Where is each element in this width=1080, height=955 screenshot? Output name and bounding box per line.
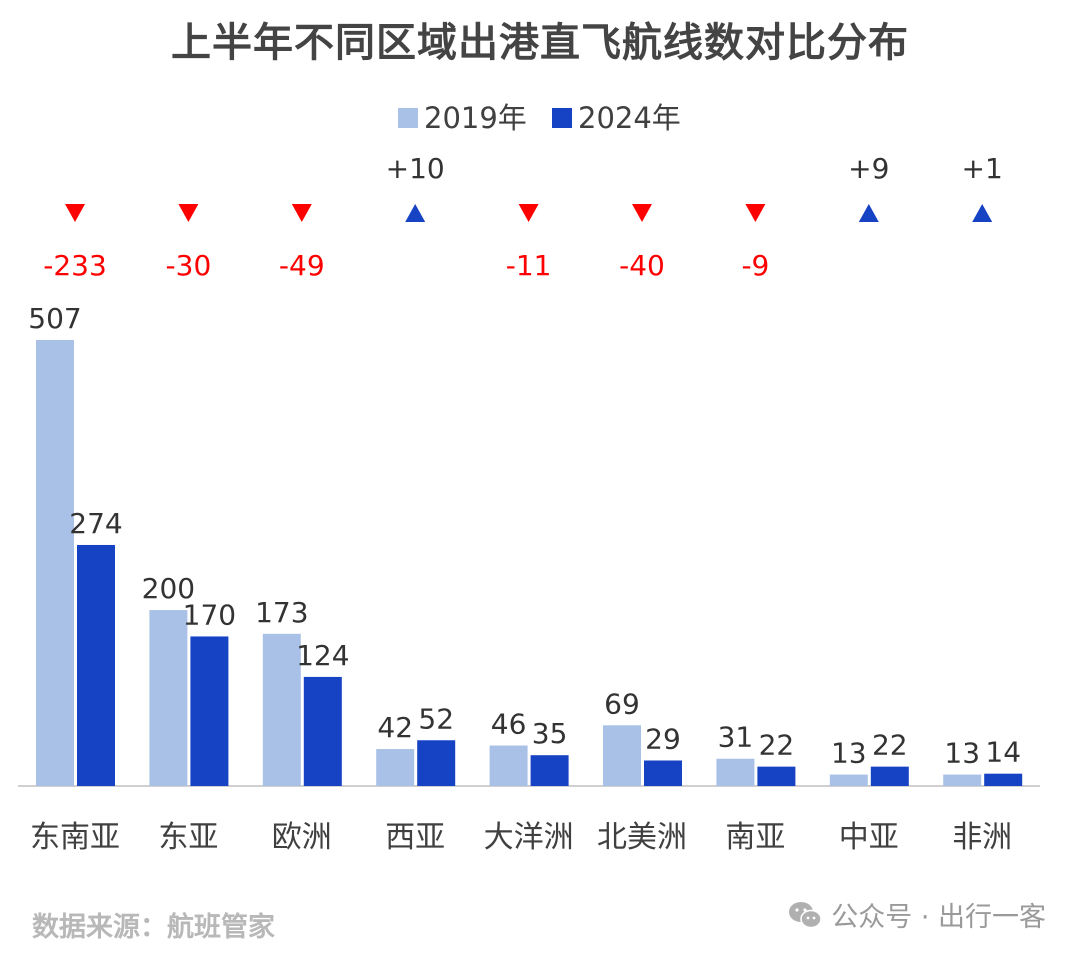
change-label-1: -30 [166,249,212,282]
chart-title: 上半年不同区域出港直飞航线数对比分布 [171,20,909,66]
value-label-2024-6: 22 [759,729,795,762]
down-triangle-icon-2 [291,204,312,222]
category-label-0: 东南亚 [30,820,120,855]
bar-2019-3 [376,749,415,786]
value-label-2019-4: 46 [491,708,527,741]
value-label-2024-7: 22 [872,729,908,762]
wechat-icon [789,901,822,928]
change-label-3: +10 [386,152,445,185]
bar-2019-0 [36,340,74,786]
value-label-2019-2: 173 [255,596,308,629]
value-label-2019-1: 200 [142,572,195,605]
change-label-5: -40 [619,249,665,282]
change-label-7: +9 [848,152,889,185]
value-label-2019-5: 69 [604,687,640,720]
down-triangle-icon-6 [745,204,766,222]
bar-2024-3 [417,740,456,786]
value-label-2019-0: 507 [28,302,81,335]
category-label-4: 大洋洲 [484,820,574,855]
change-label-4: -11 [506,249,552,282]
value-label-2024-2: 124 [296,639,349,672]
category-label-7: 中亚 [839,820,899,855]
bar-2024-7 [870,766,909,786]
legend-label-2019: 2019年 [424,101,527,135]
change-label-8: +1 [962,152,1003,185]
bar-2019-8 [943,774,982,786]
value-label-2024-1: 170 [183,598,236,631]
watermark: 公众号 · 出行一客 [787,895,1046,934]
bar-2019-5 [603,725,641,786]
category-label-6: 南亚 [725,820,785,855]
bar-2019-7 [829,774,868,786]
bar-2024-2 [303,676,342,786]
value-label-2024-0: 274 [69,507,122,540]
bar-2024-4 [530,755,569,786]
up-triangle-icon-8 [972,204,993,222]
bar-2019-2 [262,633,301,786]
value-label-2019-3: 42 [377,711,413,744]
up-triangle-icon-7 [858,204,879,222]
category-label-5: 北美洲 [597,820,687,855]
value-label-2019-8: 13 [944,737,980,770]
change-label-2: -49 [279,249,325,282]
bar-2019-1 [149,610,188,786]
category-label-2: 欧洲 [272,820,332,855]
bar-2024-1 [190,636,229,786]
value-label-2024-4: 35 [532,717,568,750]
bar-2024-6 [757,766,796,786]
value-label-2024-3: 52 [418,702,454,735]
category-label-3: 西亚 [385,820,445,855]
bar-2024-0 [77,544,115,786]
legend-label-2024: 2024年 [578,101,681,135]
category-label-8: 非洲 [952,820,1012,855]
bar-2024-8 [984,773,1023,786]
bar-2019-6 [716,758,755,786]
legend-swatch-2024 [552,108,572,128]
data-source-note: 数据来源：航班管家 [32,912,275,943]
watermark-text: 公众号 · 出行一客 [831,902,1046,933]
value-label-2019-6: 31 [718,721,754,754]
bar-2019-4 [489,745,528,786]
down-triangle-icon-5 [632,204,652,222]
bar-2024-5 [644,760,682,786]
value-label-2019-7: 13 [831,737,867,770]
legend-swatch-2019 [398,108,418,128]
change-label-6: -9 [741,249,769,282]
down-triangle-icon-0 [65,204,85,222]
down-triangle-icon-1 [178,204,199,222]
up-triangle-icon-3 [405,204,426,222]
value-label-2024-5: 29 [645,722,681,755]
category-label-1: 东亚 [158,820,218,855]
change-label-0: -233 [43,249,107,282]
down-triangle-icon-4 [518,204,539,222]
value-label-2024-8: 14 [985,736,1021,769]
